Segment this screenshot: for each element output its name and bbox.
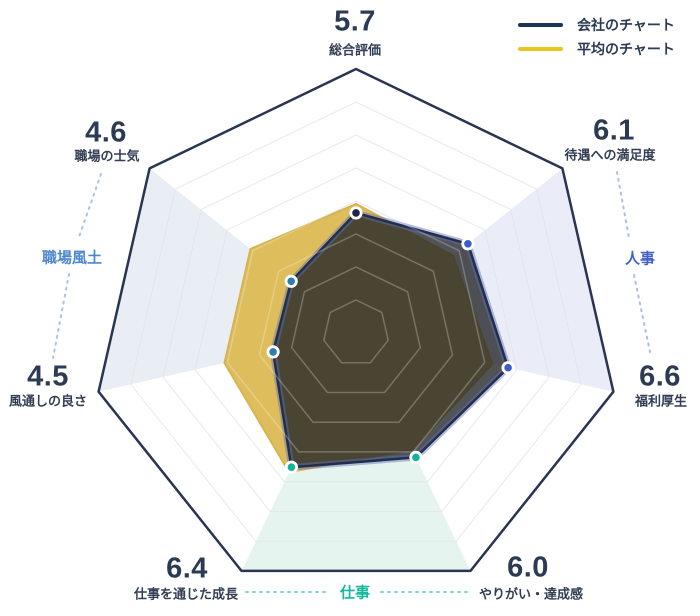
axis-label-overall: 総合評価 <box>328 42 382 58</box>
group-connector-dotted-line <box>77 173 102 241</box>
axis-label-openness: 風通しの良さ <box>8 393 88 409</box>
data-point-treatment <box>461 237 475 251</box>
legend-swatch-average <box>518 47 563 51</box>
company-polygon <box>273 212 509 468</box>
group-label-culture: 職場風土 <box>41 249 103 267</box>
axis-value-fulfillment: 6.0 <box>507 551 549 584</box>
grid-ring-highlight <box>226 200 486 453</box>
axis-value-overall: 5.7 <box>334 5 376 38</box>
group-label-hr: 人事 <box>624 250 656 268</box>
data-point-benefits <box>501 361 515 375</box>
axis-label-treatment: 待遇への満足度 <box>564 147 656 163</box>
legend: 会社のチャート 平均のチャート <box>518 15 675 63</box>
grid-ring-highlight <box>129 101 583 542</box>
axis-value-treatment: 6.1 <box>593 114 635 147</box>
grid-ring-highlight <box>162 134 550 513</box>
axis-label-benefits: 福利厚生 <box>634 393 688 409</box>
axis-label-fulfillment: やりがい・達成感 <box>478 586 584 602</box>
axis-value-benefits: 6.6 <box>639 360 681 393</box>
group-connector-dotted-line <box>633 274 651 353</box>
data-point-growth <box>284 460 298 474</box>
data-point-overall <box>349 206 363 220</box>
legend-item-average: 平均のチャート <box>518 39 675 59</box>
group-connector-dotted-line <box>52 273 70 359</box>
data-point-morale <box>284 274 298 288</box>
data-point-fulfillment <box>409 450 423 464</box>
axis-value-morale: 4.6 <box>85 116 127 149</box>
grid-ring <box>130 101 582 542</box>
data-point-openness <box>266 345 280 359</box>
axis-label-morale: 職場の士気 <box>74 148 140 164</box>
group-connector-dotted-line <box>616 171 630 239</box>
grid-ring <box>162 134 550 512</box>
grid-ring <box>194 167 518 483</box>
grid-ring-highlight <box>290 266 422 394</box>
grid-ring-highlight <box>322 299 390 364</box>
radar-outer-border <box>97 67 615 573</box>
legend-swatch-company <box>518 23 563 27</box>
grid-ring-highlight <box>258 233 454 423</box>
axis-value-openness: 4.5 <box>27 360 69 393</box>
axis-label-growth: 仕事を通じた成長 <box>133 586 239 602</box>
company-polygon-border <box>271 211 510 469</box>
axis-value-growth: 6.4 <box>166 552 208 585</box>
grid-ring-highlight <box>194 167 518 483</box>
legend-label-average: 平均のチャート <box>577 41 675 57</box>
legend-item-company: 会社のチャート <box>518 15 675 35</box>
group-label-work: 仕事 <box>339 584 371 602</box>
legend-label-company: 会社のチャート <box>577 17 675 33</box>
